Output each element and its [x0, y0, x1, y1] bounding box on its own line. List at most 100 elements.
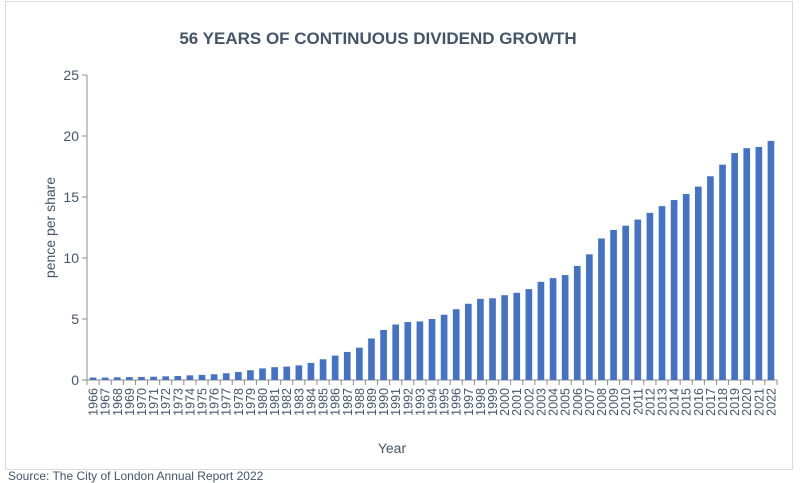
bar-1975 [198, 374, 206, 380]
bar-2014 [670, 200, 678, 380]
bar-1971 [150, 376, 157, 380]
bar-1967 [101, 377, 109, 380]
x-tick-label: 2008 [595, 388, 609, 416]
bar-2002 [525, 289, 533, 380]
x-tick-label: 2022 [764, 388, 778, 416]
bar-1999 [489, 298, 496, 380]
x-tick-label: 2005 [559, 388, 573, 416]
y-tick-label: 20 [63, 128, 79, 144]
bar-2016 [694, 186, 702, 380]
x-tick-label: 1993 [413, 388, 427, 416]
x-tick-label: 1967 [99, 388, 113, 416]
x-tick-label: 1982 [280, 388, 294, 416]
x-tick-label: 1968 [111, 388, 125, 416]
x-tick-label: 1983 [292, 388, 306, 416]
x-tick-label: 1975 [196, 388, 210, 416]
x-tick-label: 2001 [510, 388, 524, 416]
bar-1996 [452, 309, 460, 380]
x-tick-label: 1978 [232, 388, 246, 416]
x-tick-label: 2013 [656, 388, 670, 416]
bar-2020 [743, 148, 751, 380]
x-tick-label: 1974 [183, 388, 197, 416]
bar-1990 [380, 329, 387, 380]
x-tick-label: 1973 [171, 388, 185, 416]
bar-1968 [113, 377, 121, 380]
x-tick-label: 2017 [704, 388, 718, 416]
x-tick-label: 2004 [547, 388, 561, 416]
x-tick-label: 2003 [534, 388, 548, 416]
bar-1981 [271, 367, 278, 380]
y-tick-label: 25 [63, 67, 79, 83]
bar-1978 [234, 372, 242, 380]
x-tick-label: 1998 [474, 388, 488, 416]
x-tick-label: 1989 [365, 388, 379, 416]
y-tick-label: 0 [71, 372, 79, 388]
x-tick-label: 1991 [389, 388, 403, 416]
bar-1973 [174, 375, 182, 380]
y-tick-label: 5 [71, 311, 79, 327]
x-tick-label: 2014 [668, 388, 682, 416]
bar-1985 [319, 359, 327, 380]
x-tick-label: 1987 [341, 388, 355, 416]
x-tick-label: 1969 [123, 388, 137, 416]
bar-2003 [537, 281, 545, 380]
x-tick-label: 1994 [426, 388, 440, 416]
chart-title: 56 YEARS OF CONTINUOUS DIVIDEND GROWTH [179, 29, 576, 48]
x-tick-label: 2000 [498, 388, 512, 416]
x-tick-label: 2019 [728, 388, 742, 416]
bar-1970 [138, 376, 145, 380]
bar-2013 [658, 206, 666, 380]
bar-2017 [707, 176, 714, 380]
y-tick-label: 10 [63, 250, 79, 266]
bar-1987 [343, 351, 351, 380]
x-tick-label: 1976 [208, 388, 222, 416]
bar-2009 [610, 229, 617, 380]
x-tick-label: 1992 [401, 388, 415, 416]
x-tick-label: 2020 [740, 388, 754, 416]
x-tick-label: 1981 [268, 388, 282, 416]
x-tick-label: 2010 [619, 388, 633, 416]
x-tick-label: 1986 [329, 388, 343, 416]
bar-1980 [259, 368, 266, 380]
bar-1969 [126, 377, 133, 380]
bar-1979 [247, 370, 254, 380]
bar-2007 [586, 254, 593, 380]
bar-2012 [646, 212, 654, 380]
x-tick-label: 2012 [643, 388, 657, 416]
bar-2022 [767, 140, 775, 380]
bar-1994 [428, 319, 436, 380]
bar-2005 [561, 275, 569, 380]
x-tick-label: 1984 [304, 388, 318, 416]
bar-2019 [731, 153, 738, 380]
x-tick-label: 1970 [135, 388, 149, 416]
x-tick-label: 2011 [631, 388, 645, 415]
bar-1974 [186, 375, 194, 380]
bar-1992 [404, 322, 412, 380]
x-tick-label: 1971 [147, 388, 161, 416]
x-tick-label: 1996 [450, 388, 464, 416]
bar-2010 [622, 225, 630, 380]
x-tick-label: 1999 [486, 388, 500, 416]
x-tick-label: 1985 [317, 388, 331, 416]
bar-1977 [222, 373, 230, 380]
bar-1997 [464, 303, 472, 380]
bar-1998 [477, 298, 484, 380]
bar-1976 [210, 374, 218, 380]
x-tick-label: 2007 [583, 388, 597, 416]
bar-2001 [513, 292, 521, 380]
bar-1983 [295, 365, 303, 380]
bar-2006 [573, 265, 581, 380]
x-tick-label: 1988 [353, 388, 367, 416]
bar-1972 [162, 376, 170, 380]
bar-1995 [440, 314, 448, 380]
bar-1991 [392, 324, 400, 380]
bar-1993 [416, 321, 424, 380]
bar-2004 [549, 278, 557, 380]
x-tick-label: 2016 [692, 388, 706, 416]
chart-svg: 56 YEARS OF CONTINUOUS DIVIDEND GROWTH 0 5… [42, 29, 778, 456]
x-tick-label: 2002 [522, 388, 536, 416]
x-tick-label: 2018 [716, 388, 730, 416]
x-tick-label: 2021 [752, 388, 766, 416]
x-axis-label: Year [378, 440, 407, 456]
x-tick-label: 1979 [244, 388, 258, 416]
